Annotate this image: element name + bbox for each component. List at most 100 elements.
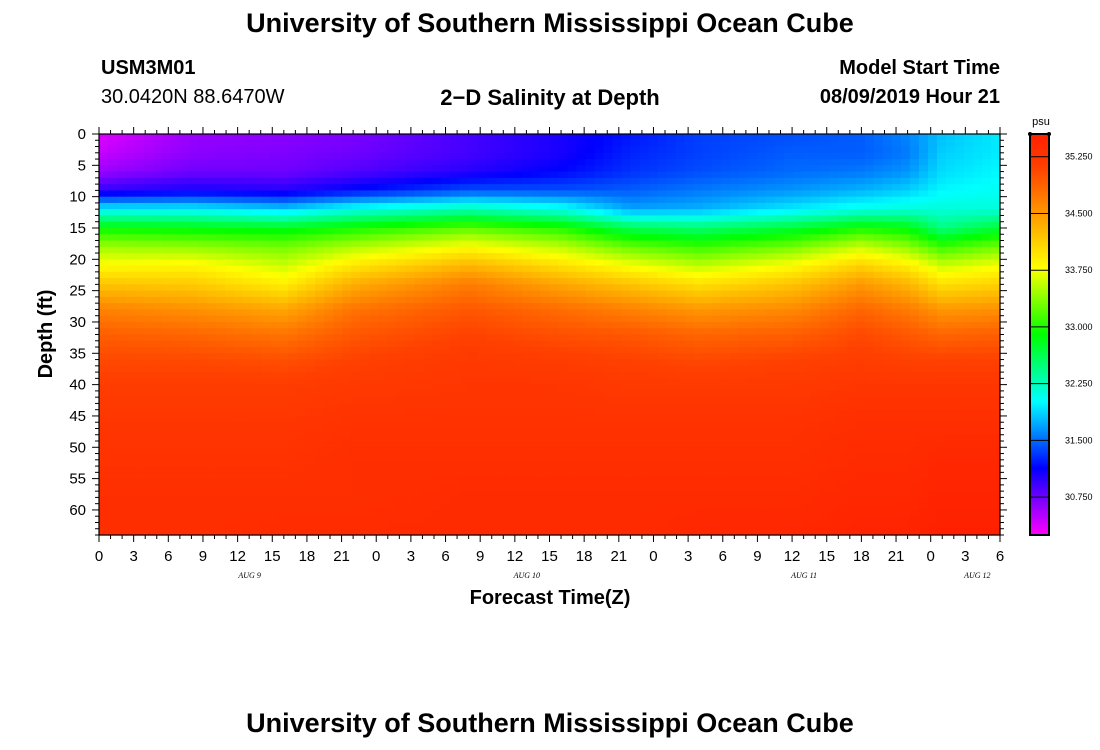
heatmap-cell [558, 159, 569, 166]
heatmap-cell [99, 409, 109, 417]
heatmap-cell [234, 296, 244, 304]
heatmap-cell [198, 134, 208, 141]
heatmap-cell [720, 415, 731, 423]
heatmap-cell [216, 240, 226, 248]
heatmap-cell [639, 190, 650, 198]
heatmap-cell [585, 484, 596, 492]
heatmap-cell [558, 328, 569, 336]
heatmap-cell [567, 152, 578, 160]
heatmap-cell [702, 177, 713, 185]
heatmap-cell [621, 453, 632, 461]
heatmap-cell [729, 334, 740, 342]
heatmap-cell [792, 134, 803, 141]
heatmap-cell [621, 328, 632, 336]
heatmap-cell [738, 177, 749, 185]
heatmap-cell [738, 196, 749, 204]
heatmap-cell [405, 503, 415, 511]
heatmap-cell [414, 328, 424, 336]
heatmap-cell [657, 397, 668, 405]
heatmap-cell [621, 290, 632, 298]
heatmap-cell [441, 522, 451, 530]
heatmap-cell [162, 253, 172, 260]
heatmap-cell [360, 372, 370, 379]
heatmap-cell [396, 466, 406, 473]
heatmap-cell [342, 516, 352, 524]
heatmap-cell [765, 409, 776, 417]
heatmap-cell [747, 328, 758, 336]
heatmap-cell [468, 165, 479, 173]
heatmap-cell [720, 509, 731, 517]
heatmap-cell [306, 290, 316, 298]
heatmap-cell [729, 359, 740, 367]
heatmap-cell [261, 227, 271, 235]
heatmap-cell [414, 253, 424, 260]
heatmap-cell [198, 227, 208, 235]
heatmap-cell [747, 159, 758, 166]
heatmap-cell [711, 296, 722, 304]
heatmap-cell [639, 309, 650, 317]
heatmap-cell [738, 491, 749, 499]
heatmap-cell [216, 528, 226, 536]
heatmap-cell [729, 434, 740, 442]
heatmap-cell [675, 390, 686, 398]
heatmap-cell [603, 246, 614, 254]
heatmap-cell [369, 196, 379, 204]
heatmap-cell [657, 265, 668, 273]
heatmap-cell [504, 221, 515, 229]
heatmap-cell [675, 271, 686, 279]
heatmap-cell [594, 422, 605, 430]
heatmap-cell [648, 378, 659, 386]
heatmap-cell [171, 296, 181, 304]
heatmap-cell [621, 390, 632, 398]
heatmap-cell [639, 503, 650, 511]
heatmap-cell [135, 497, 145, 505]
heatmap-cell [162, 459, 172, 467]
heatmap-cell [549, 240, 560, 248]
heatmap-cell [531, 184, 542, 191]
heatmap-cell [711, 472, 722, 480]
heatmap-cell [540, 278, 551, 285]
heatmap-cell [297, 315, 307, 323]
heatmap-cell [234, 509, 244, 517]
heatmap-cell [792, 240, 803, 248]
heatmap-cell [783, 328, 794, 336]
heatmap-cell [684, 347, 695, 354]
heatmap-cell [162, 209, 172, 217]
heatmap-cell [270, 271, 280, 279]
heatmap-cell [477, 284, 488, 292]
heatmap-cell [504, 422, 515, 430]
heatmap-cell [279, 372, 289, 379]
heatmap-cell [639, 516, 650, 524]
heatmap-cell [657, 403, 668, 411]
heatmap-cell [360, 334, 370, 342]
heatmap-cell [198, 434, 208, 442]
heatmap-cell [432, 459, 442, 467]
heatmap-cell [405, 328, 415, 336]
heatmap-cell [351, 384, 361, 392]
heatmap-cell [585, 434, 596, 442]
heatmap-cell [729, 140, 740, 148]
heatmap-cell [711, 403, 722, 411]
heatmap-cell [693, 253, 704, 260]
heatmap-cell [792, 403, 803, 411]
heatmap-cell [117, 472, 127, 480]
heatmap-cell [612, 159, 623, 166]
heatmap-cell [720, 146, 731, 154]
heatmap-cell [630, 340, 641, 348]
heatmap-cell [378, 359, 388, 367]
heatmap-cell [216, 315, 226, 323]
heatmap-cell [450, 365, 460, 373]
heatmap-cell [630, 409, 641, 417]
heatmap-cell [153, 221, 163, 229]
heatmap-cell [225, 359, 235, 367]
heatmap-cell [603, 516, 614, 524]
heatmap-cell [675, 296, 686, 304]
heatmap-cell [126, 403, 136, 411]
heatmap-cell [351, 441, 361, 448]
heatmap-cell [279, 365, 289, 373]
heatmap-cell [540, 378, 551, 386]
heatmap-cell [774, 234, 785, 242]
heatmap-cell [495, 159, 506, 166]
heatmap-cell [234, 415, 244, 423]
heatmap-cell [693, 184, 704, 191]
